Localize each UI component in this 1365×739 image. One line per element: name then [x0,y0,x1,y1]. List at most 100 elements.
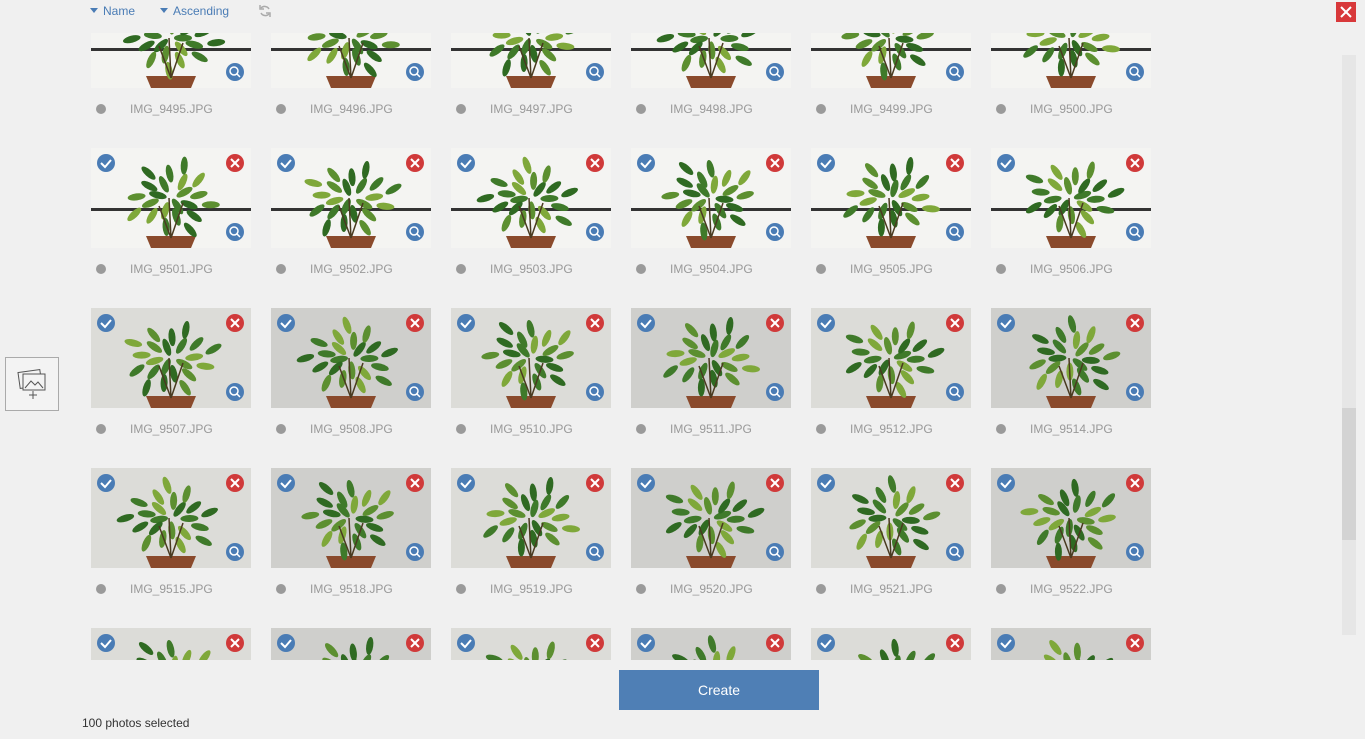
thumbnail-image [91,308,251,408]
status-dot [996,424,1006,434]
status-dot [996,584,1006,594]
add-photos-button[interactable] [5,357,59,411]
photo-thumbnail[interactable] [91,308,251,408]
thumbnail-image [631,148,791,248]
status-dot [276,424,286,434]
thumbnail-image [991,628,1151,660]
status-dot [816,104,826,114]
sort-order[interactable]: Ascending [160,4,229,18]
photo-grid: IMG_9495.JPG IMG_9496.JPG IMG_9497.JPG IMG_… [0,33,1340,660]
photo-thumbnail[interactable] [631,628,791,660]
scroll-thumb[interactable] [1342,408,1356,540]
photo-thumbnail[interactable] [451,33,611,88]
photo-name: IMG_9498.JPG [670,102,753,116]
photo-name: IMG_9495.JPG [130,102,213,116]
sort-field[interactable]: Name [90,4,135,18]
photo-name: IMG_9514.JPG [1030,422,1113,436]
status-dot [636,264,646,274]
thumbnail-image [451,148,611,248]
status-dot [816,584,826,594]
photo-thumbnail[interactable] [451,308,611,408]
status-dot [636,104,646,114]
status-dot [96,584,106,594]
thumbnail-image [811,468,971,568]
photo-thumbnail[interactable] [631,468,791,568]
photo-thumbnail[interactable] [811,148,971,248]
thumbnail-image [631,33,791,88]
photo-thumbnail[interactable] [991,468,1151,568]
status-dot [816,424,826,434]
photo-name: IMG_9503.JPG [490,262,573,276]
photo-name: IMG_9497.JPG [490,102,573,116]
photo-thumbnail[interactable] [991,308,1151,408]
photo-name: IMG_9521.JPG [850,582,933,596]
thumbnail-image [271,628,431,660]
thumbnail-image [811,33,971,88]
thumbnail-image [991,468,1151,568]
scrollbar[interactable] [1342,55,1356,635]
status-dot [816,264,826,274]
photo-name: IMG_9508.JPG [310,422,393,436]
photo-name: IMG_9506.JPG [1030,262,1113,276]
photo-name: IMG_9500.JPG [1030,102,1113,116]
close-button[interactable] [1336,2,1356,22]
photo-thumbnail[interactable] [271,148,431,248]
status-dot [96,264,106,274]
photo-name: IMG_9522.JPG [1030,582,1113,596]
photo-name: IMG_9504.JPG [670,262,753,276]
photo-thumbnail[interactable] [811,468,971,568]
photo-thumbnail[interactable] [451,148,611,248]
photo-thumbnail[interactable] [451,628,611,660]
refresh-icon[interactable] [258,4,272,18]
photo-name: IMG_9505.JPG [850,262,933,276]
photo-thumbnail[interactable] [271,33,431,88]
photo-thumbnail[interactable] [91,468,251,568]
thumbnail-image [451,628,611,660]
photo-name: IMG_9501.JPG [130,262,213,276]
thumbnail-image [451,33,611,88]
status-dot [996,104,1006,114]
photo-thumbnail[interactable] [631,33,791,88]
status-text: 100 photos selected [82,716,190,730]
photo-thumbnail[interactable] [271,628,431,660]
thumbnail-image [91,628,251,660]
photo-name: IMG_9507.JPG [130,422,213,436]
photo-thumbnail[interactable] [91,628,251,660]
photo-thumbnail[interactable] [91,33,251,88]
thumbnail-image [811,148,971,248]
thumbnail-image [271,148,431,248]
photo-thumbnail[interactable] [631,148,791,248]
status-dot [276,584,286,594]
photo-thumbnail[interactable] [811,308,971,408]
photo-thumbnail[interactable] [271,468,431,568]
thumbnail-image [271,308,431,408]
photo-thumbnail[interactable] [631,308,791,408]
status-dot [636,584,646,594]
photo-thumbnail[interactable] [91,148,251,248]
status-dot [456,104,466,114]
photo-thumbnail[interactable] [451,468,611,568]
thumbnail-image [991,33,1151,88]
photo-name: IMG_9515.JPG [130,582,213,596]
photo-thumbnail[interactable] [991,33,1151,88]
photo-thumbnail[interactable] [271,308,431,408]
photo-name: IMG_9520.JPG [670,582,753,596]
thumbnail-image [91,33,251,88]
thumbnail-image [91,468,251,568]
photo-thumbnail[interactable] [991,148,1151,248]
photo-thumbnail[interactable] [811,628,971,660]
photo-name: IMG_9502.JPG [310,262,393,276]
status-dot [96,424,106,434]
status-dot [276,104,286,114]
thumbnail-image [811,308,971,408]
photo-name: IMG_9518.JPG [310,582,393,596]
status-dot [456,264,466,274]
thumbnail-image [631,628,791,660]
create-button[interactable]: Create [619,670,819,710]
thumbnail-image [991,308,1151,408]
photo-name: IMG_9519.JPG [490,582,573,596]
photo-thumbnail[interactable] [811,33,971,88]
thumbnail-image [631,308,791,408]
photo-name: IMG_9499.JPG [850,102,933,116]
photo-thumbnail[interactable] [991,628,1151,660]
